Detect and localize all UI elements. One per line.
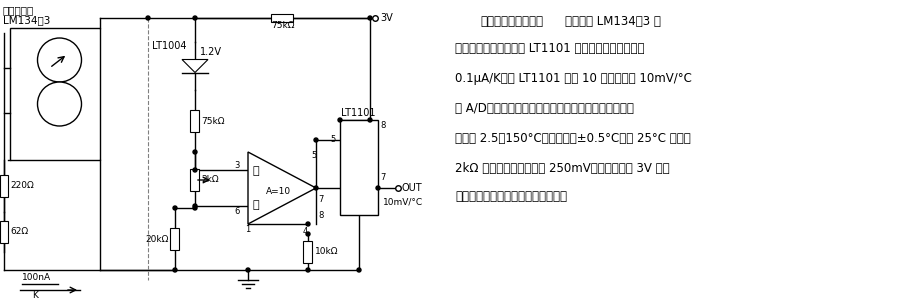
Text: 5: 5: [331, 135, 335, 145]
Bar: [0, 221, 8, 243]
Bar: [190, 110, 199, 132]
Text: 8: 8: [380, 121, 385, 129]
Text: OUT: OUT: [402, 183, 422, 193]
Text: 10mV/°C: 10mV/°C: [382, 198, 423, 207]
Bar: [170, 228, 179, 250]
Circle shape: [313, 186, 318, 190]
Circle shape: [306, 222, 310, 226]
Bar: [190, 169, 199, 191]
Text: 2kΩ 电位置，可使输出为 250mV。此电路可用 3V 电池: 2kΩ 电位置，可使输出为 250mV。此电路可用 3V 电池: [455, 162, 669, 175]
Text: 7: 7: [380, 174, 385, 182]
Text: 5: 5: [311, 152, 316, 161]
Circle shape: [193, 204, 197, 208]
Text: 电路采用 LM134－3 温: 电路采用 LM134－3 温: [565, 15, 661, 28]
Bar: [303, 241, 312, 263]
Text: 8: 8: [318, 211, 323, 221]
Circle shape: [173, 206, 176, 210]
Text: 微功耗温度测量电路: 微功耗温度测量电路: [480, 15, 542, 28]
Text: 供电。适用于温度遥测的工业场合。: 供电。适用于温度遥测的工业场合。: [455, 190, 566, 203]
Circle shape: [193, 16, 197, 20]
Text: 75kΩ: 75kΩ: [270, 22, 294, 31]
Polygon shape: [248, 152, 315, 224]
Text: 1.2V: 1.2V: [199, 47, 221, 57]
Text: 100nA: 100nA: [22, 274, 51, 282]
Text: 3: 3: [234, 161, 240, 169]
Circle shape: [306, 232, 310, 236]
Text: 0.1μA/K，经 LT1101 放大 10 倍后可输出 10mV/°C: 0.1μA/K，经 LT1101 放大 10 倍后可输出 10mV/°C: [455, 72, 691, 85]
Circle shape: [368, 16, 371, 20]
Circle shape: [173, 268, 176, 272]
Circle shape: [313, 138, 318, 142]
Bar: [271, 14, 293, 22]
Bar: [0, 175, 8, 197]
Text: 送 A/D变换及数字显示等电路（此图略去）。测量温度: 送 A/D变换及数字显示等电路（此图略去）。测量温度: [455, 102, 633, 115]
Text: 2kΩ: 2kΩ: [201, 175, 219, 185]
Text: 6: 6: [234, 207, 240, 215]
Text: LM134－3: LM134－3: [3, 15, 51, 25]
Text: －: －: [253, 166, 259, 176]
Circle shape: [368, 118, 371, 122]
Text: K: K: [32, 291, 38, 301]
Circle shape: [337, 118, 342, 122]
Circle shape: [193, 150, 197, 154]
Text: 75kΩ: 75kΩ: [201, 116, 225, 125]
Text: 10kΩ: 10kΩ: [314, 248, 337, 257]
Circle shape: [306, 268, 310, 272]
Circle shape: [38, 82, 82, 126]
Circle shape: [357, 268, 360, 272]
Text: ＋: ＋: [253, 200, 259, 210]
Bar: [10, 28, 100, 160]
Polygon shape: [182, 59, 208, 72]
Text: 1: 1: [244, 225, 250, 235]
Circle shape: [193, 206, 197, 210]
Circle shape: [376, 186, 380, 190]
Circle shape: [146, 16, 150, 20]
Circle shape: [38, 38, 82, 82]
Text: LT1101: LT1101: [341, 108, 375, 118]
Text: 62Ω: 62Ω: [10, 228, 28, 237]
Text: A=10: A=10: [266, 188, 290, 197]
Bar: [340, 120, 378, 215]
Text: 7: 7: [318, 195, 323, 205]
Text: 20kΩ: 20kΩ: [145, 235, 168, 244]
Circle shape: [245, 268, 250, 272]
Text: 4: 4: [302, 228, 308, 237]
Text: 范围为 2.5～150°C，精度可达±0.5°C。在 25°C 时调节: 范围为 2.5～150°C，精度可达±0.5°C。在 25°C 时调节: [455, 132, 690, 145]
Text: LT1004: LT1004: [152, 41, 187, 51]
Circle shape: [193, 168, 197, 172]
Text: 220Ω: 220Ω: [10, 181, 34, 191]
Text: 温度传感器: 温度传感器: [3, 5, 34, 15]
Text: 度传感器和仪器放大器 LT1101 组成。传感器灵敏度为: 度传感器和仪器放大器 LT1101 组成。传感器灵敏度为: [455, 42, 644, 55]
Text: 2: 2: [302, 248, 308, 257]
Text: 3V: 3V: [380, 13, 392, 23]
